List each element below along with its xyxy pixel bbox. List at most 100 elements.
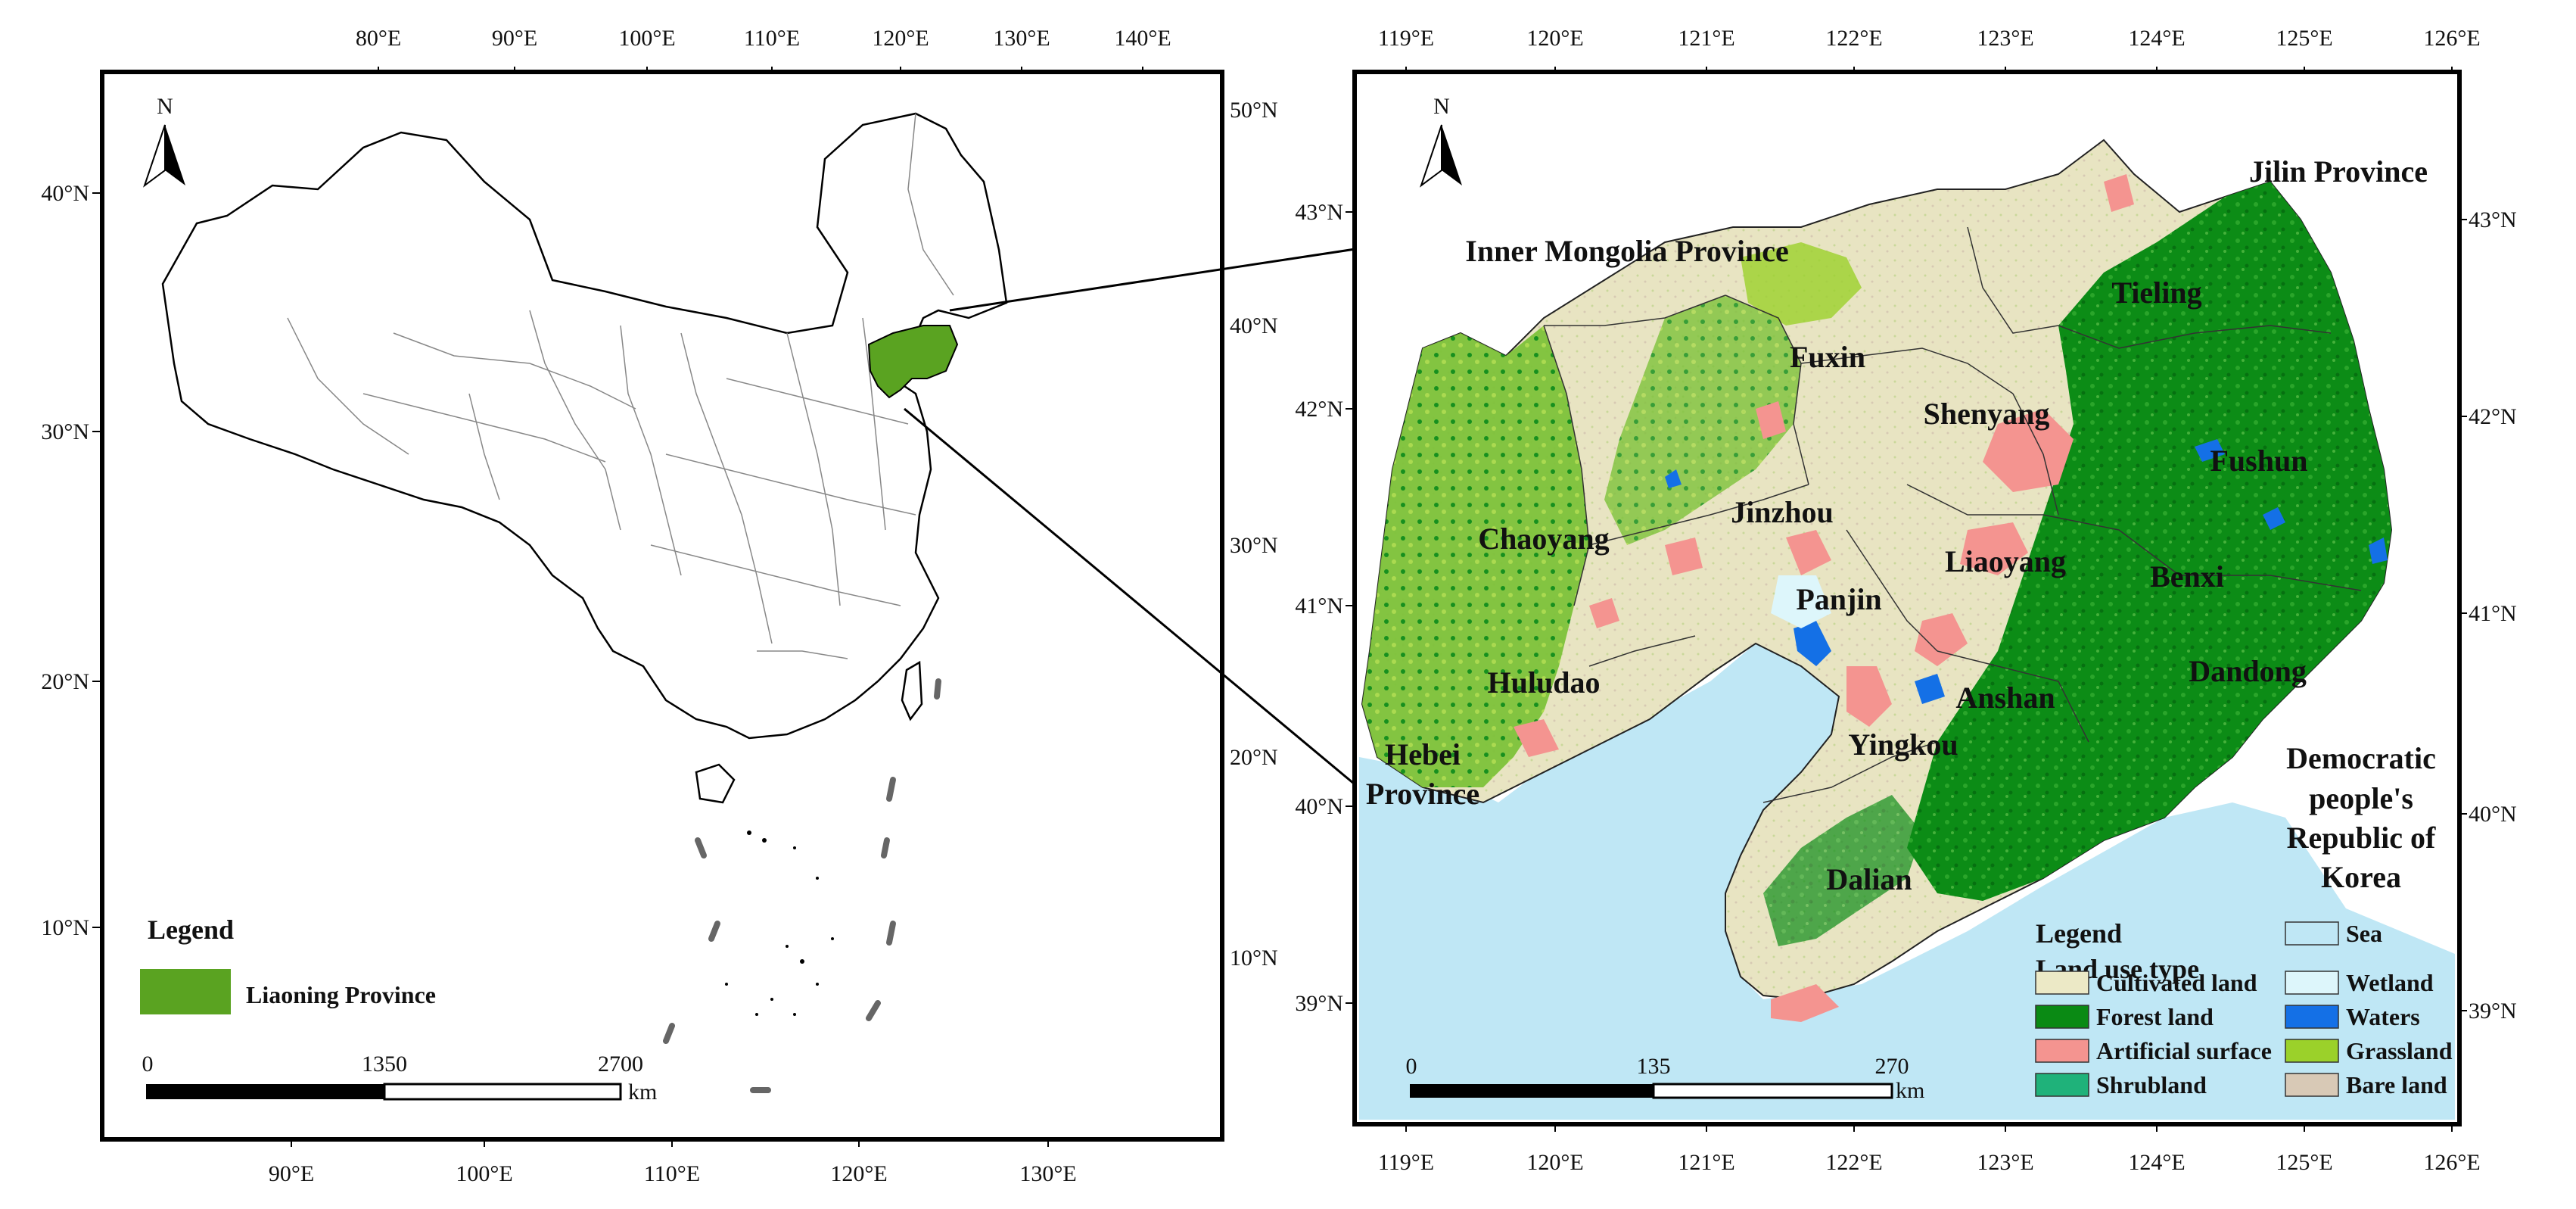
right-bottom-lon-label: 126°E	[2423, 1150, 2480, 1175]
right-bottom-lon-ticks: 119°E 120°E 121°E 122°E 123°E 124°E 125°E 126°E	[1378, 1124, 2481, 1175]
right-left-lat-label: 42°N	[1295, 397, 1343, 422]
liaoning-highlight	[867, 325, 959, 399]
left-legend-item: Liaoning Province	[246, 981, 436, 1008]
right-top-lon-label: 119°E	[1378, 26, 1434, 51]
legend-swatch	[2285, 1073, 2339, 1097]
water-bodies	[1665, 439, 2388, 704]
right-top-lon-label: 120°E	[1526, 26, 1583, 51]
jinzhou-grass	[1604, 295, 1801, 545]
left-left-lat-label: 10°N	[41, 915, 89, 940]
left-right-lat-label: 30°N	[1230, 533, 1278, 558]
south-sea-dashes	[663, 678, 941, 1093]
left-legend-title: Legend	[148, 915, 234, 945]
right-top-lon-label: 123°E	[1977, 26, 2033, 51]
china-outline	[161, 112, 1008, 740]
right-top-lon-label: 122°E	[1825, 26, 1882, 51]
right-scale-bar: 0 135 270 km	[1406, 1054, 1925, 1103]
left-right-lat-label: 40°N	[1230, 313, 1278, 338]
city-boundaries	[1543, 226, 2362, 803]
label-korea-2: people's	[2309, 781, 2413, 815]
south-sea-islands	[725, 830, 834, 1016]
right-bottom-lon-label: 122°E	[1825, 1150, 1882, 1175]
legend-swatch	[2035, 1005, 2089, 1029]
left-top-lon-ticks: 80°E 90°E 100°E 110°E 120°E 130°E 140°E	[356, 26, 1171, 72]
right-top-lon-label: 121°E	[1678, 26, 1734, 51]
right-scale-label-1: 135	[1637, 1054, 1671, 1079]
left-right-lat-label: 50°N	[1230, 98, 1278, 123]
legend-swatch	[2285, 1039, 2339, 1063]
right-north-label: N	[1433, 94, 1450, 119]
label-chaoyang: Chaoyang	[1478, 522, 1609, 556]
right-scale-label-0: 0	[1406, 1054, 1417, 1079]
left-overview-map: N Legend Liaoning Province 0 1350 2700 k…	[41, 26, 1277, 1186]
label-shenyang: Shenyang	[1924, 397, 2050, 431]
right-right-lat-label: 42°N	[2469, 404, 2517, 429]
label-tieling: Tieling	[2111, 276, 2201, 310]
right-right-lat-label: 43°N	[2469, 207, 2517, 232]
label-hebei-2: Province	[1366, 777, 1479, 811]
label-hebei-1: Hebei	[1385, 737, 1461, 771]
left-north-arrow: N	[143, 94, 185, 188]
left-left-lat-label: 40°N	[41, 181, 89, 206]
right-top-lon-ticks: 119°E 120°E 121°E 122°E 123°E 124°E 125°E 126°E	[1378, 26, 2481, 72]
right-right-lat-label: 41°N	[2469, 601, 2517, 626]
label-liaoyang: Liaoyang	[1945, 544, 2066, 578]
right-landuse-map: N Jilin Province Inner Mongolia Province…	[1295, 26, 2516, 1175]
right-top-lon-label: 125°E	[2276, 26, 2332, 51]
label-korea-3: Republic of	[2287, 821, 2436, 855]
left-top-lon-label: 140°E	[1114, 26, 1171, 51]
legend-swatch	[2285, 921, 2339, 946]
left-bottom-lon-label: 120°E	[830, 1161, 887, 1186]
left-scale-label-2: 2700	[598, 1052, 643, 1077]
right-bottom-lon-label: 124°E	[2128, 1150, 2185, 1175]
legend-swatch	[2285, 1005, 2339, 1029]
right-right-lat-ticks: 43°N 42°N 41°N 40°N 39°N	[2459, 207, 2517, 1024]
legend-swatch	[2035, 971, 2089, 995]
label-dalian: Dalian	[1826, 862, 1912, 896]
left-bottom-lon-label: 110°E	[644, 1161, 700, 1186]
left-bottom-lon-ticks: 90°E 100°E 110°E 120°E 130°E	[269, 1139, 1077, 1186]
taiwan-island	[901, 660, 923, 721]
right-top-lon-label: 124°E	[2128, 26, 2185, 51]
left-left-lat-label: 30°N	[41, 419, 89, 444]
left-top-lon-label: 100°E	[618, 26, 675, 51]
left-scale-unit: km	[628, 1080, 657, 1105]
wetland-panjin	[1771, 575, 1831, 628]
legend-item-label: Wetland	[2346, 969, 2434, 996]
label-panjin: Panjin	[1796, 582, 1881, 616]
label-korea-1: Democratic	[2286, 741, 2436, 775]
legend-item-label: Artificial surface	[2096, 1037, 2272, 1064]
right-scale-unit: km	[1896, 1078, 1924, 1103]
label-dandong: Dandong	[2189, 654, 2307, 688]
right-bottom-lon-label: 125°E	[2276, 1150, 2332, 1175]
landuse-legend: Legend Land use type Cultivated landFore…	[2035, 918, 2453, 1098]
dalian-forest	[1763, 795, 1922, 946]
legend-swatch	[2285, 971, 2339, 995]
label-korea-4: Korea	[2321, 860, 2401, 894]
left-right-lat-label: 20°N	[1230, 745, 1278, 770]
left-left-lat-label: 20°N	[41, 669, 89, 694]
label-inner-mongolia: Inner Mongolia Province	[1465, 234, 1788, 268]
left-left-lat-ticks: 40°N 30°N 20°N 10°N	[41, 181, 102, 940]
label-yingkou: Yingkou	[1848, 728, 1958, 762]
right-legend-title: Legend	[2036, 918, 2122, 949]
artificial-surface-patches	[1514, 174, 2134, 1022]
legend-item-label: Shrubland	[2096, 1071, 2207, 1098]
left-right-lat-label: 10°N	[1230, 946, 1278, 971]
legend-item-label: Waters	[2346, 1003, 2420, 1030]
fuxin-grass	[1741, 242, 1862, 326]
right-scale-label-2: 270	[1875, 1054, 1909, 1079]
label-huludao: Huludao	[1488, 665, 1601, 700]
left-top-lon-label: 80°E	[356, 26, 401, 51]
western-vegetation	[1362, 326, 1589, 787]
right-bottom-lon-label: 119°E	[1378, 1150, 1434, 1175]
left-north-label: N	[157, 94, 173, 119]
label-jinzhou: Jinzhou	[1731, 495, 1834, 529]
left-top-lon-label: 130°E	[993, 26, 1050, 51]
right-left-lat-label: 41°N	[1295, 594, 1343, 619]
hainan-island	[695, 763, 736, 804]
right-left-lat-label: 40°N	[1295, 794, 1343, 819]
left-bottom-lon-label: 100°E	[456, 1161, 512, 1186]
left-scale-bar: 0 1350 2700 km	[142, 1052, 658, 1105]
